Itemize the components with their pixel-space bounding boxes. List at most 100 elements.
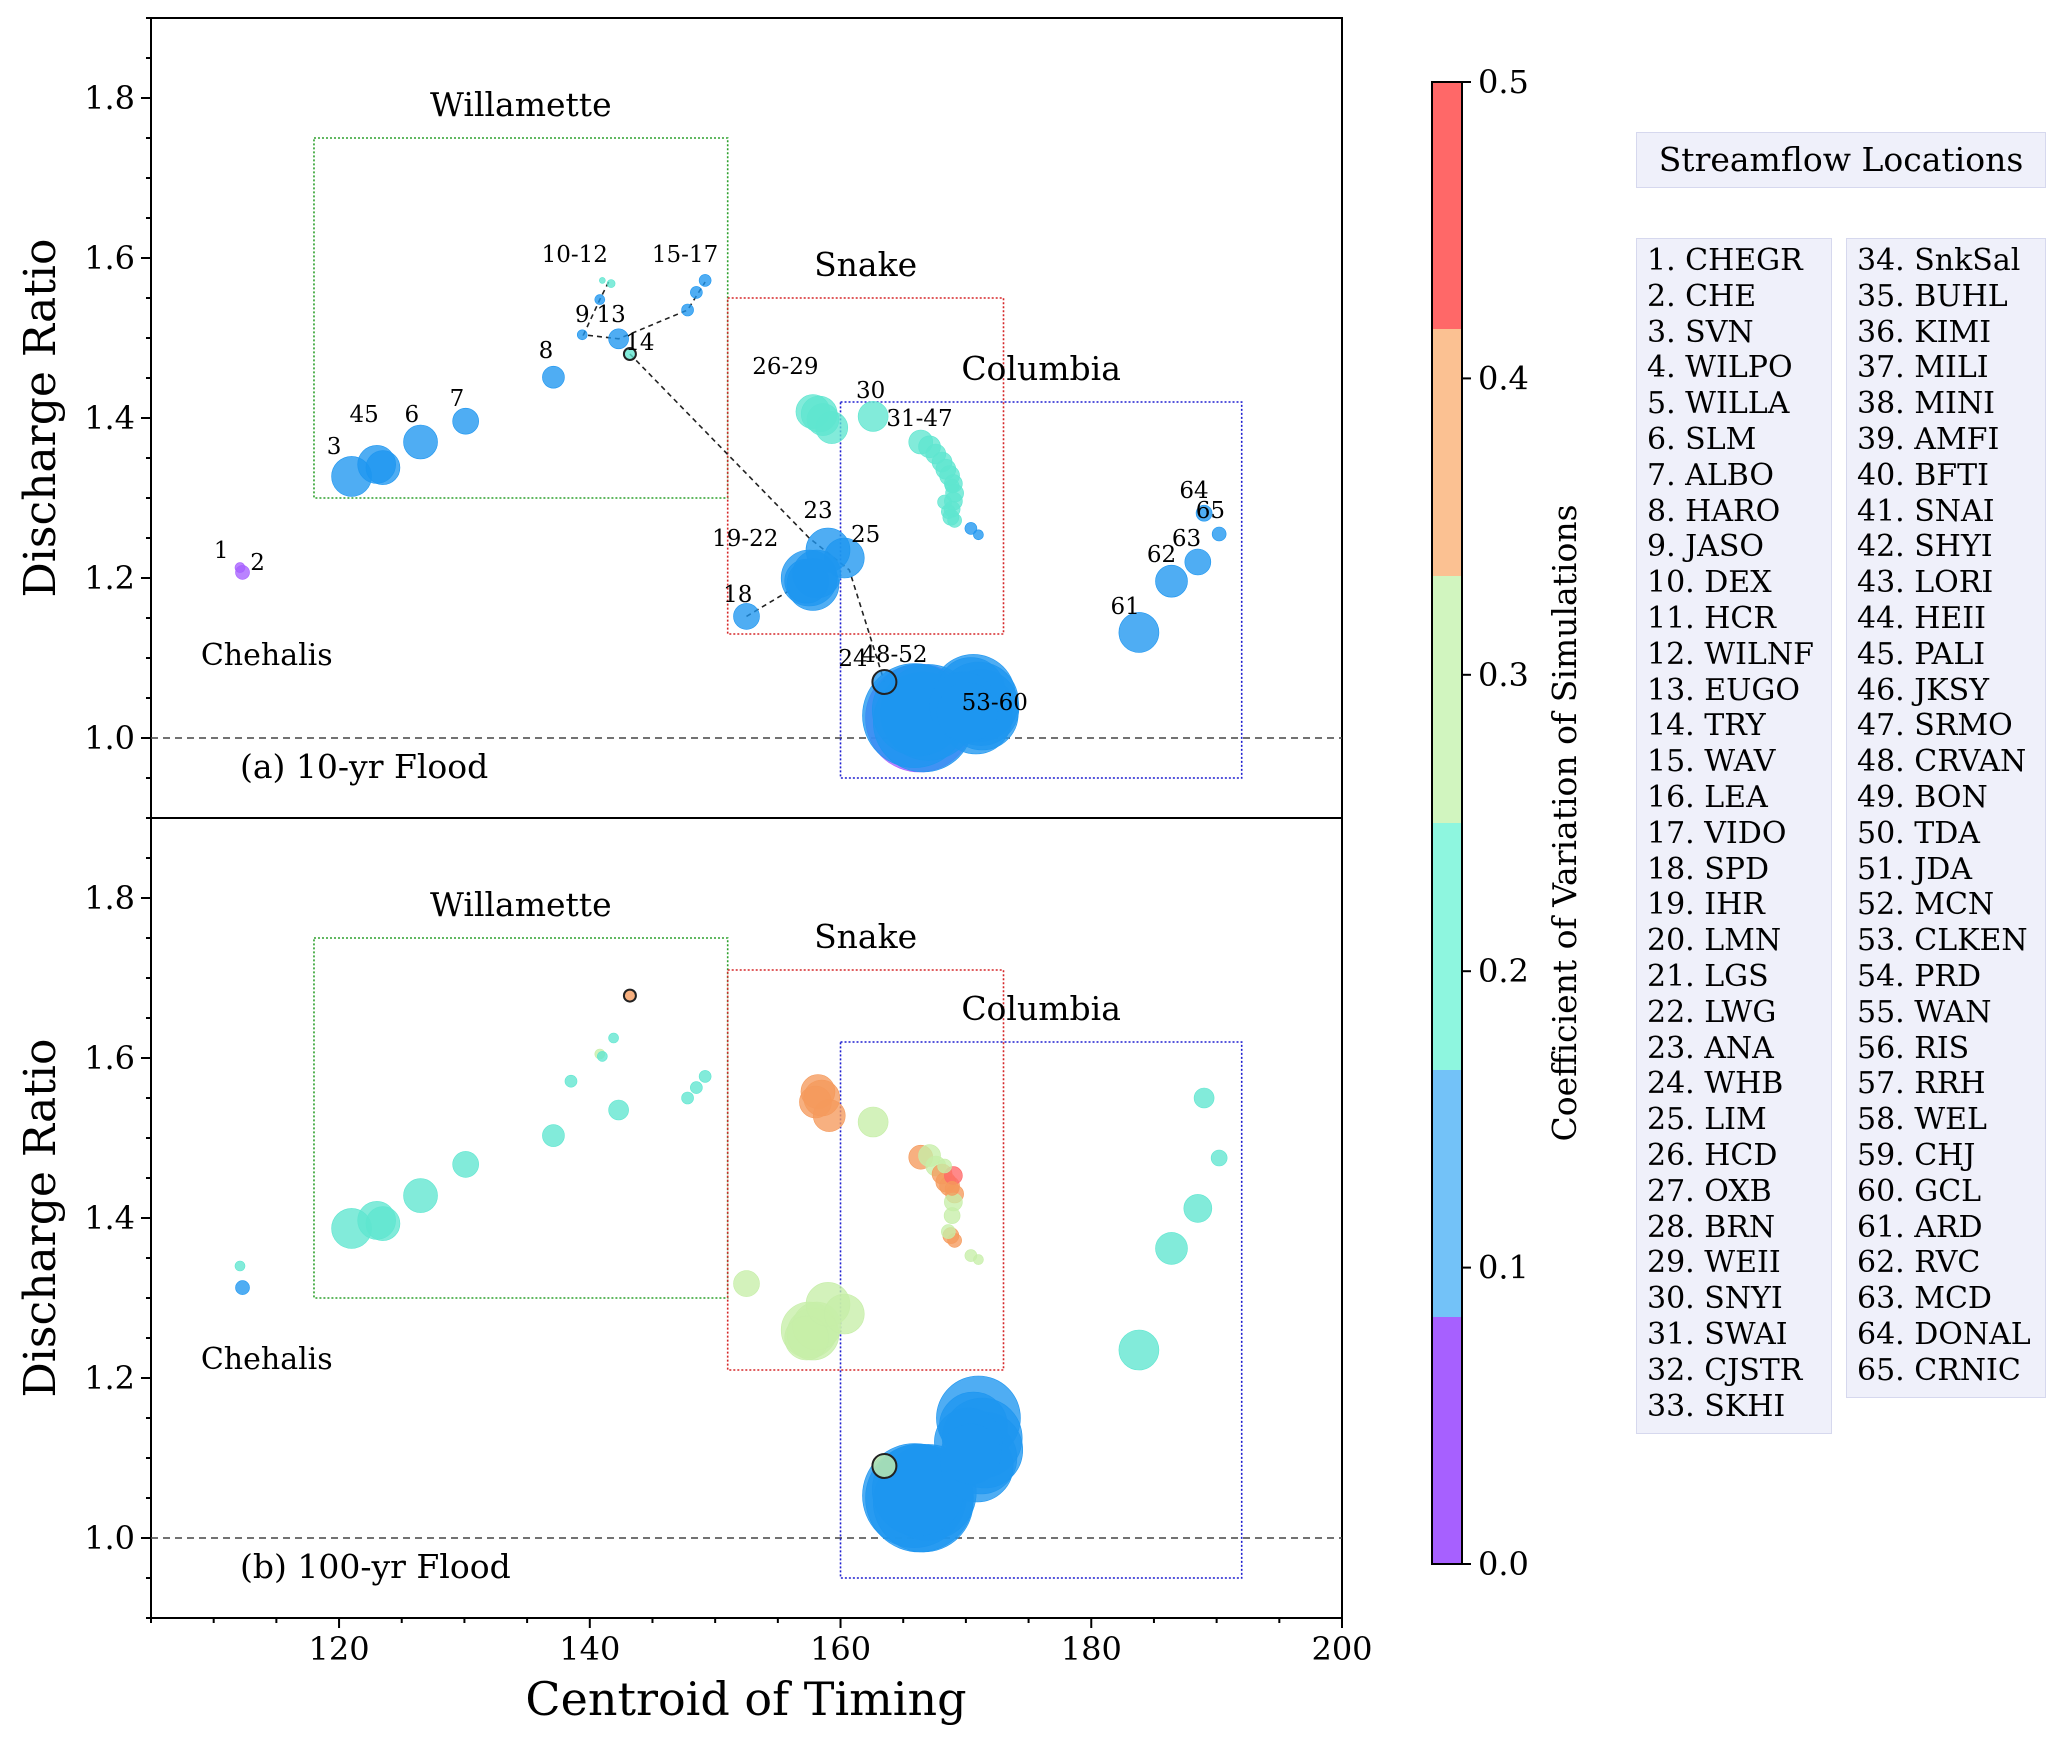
legend-column-left: 1. CHEGR 2. CHE 3. SVN 4. WILPO 5. WILLA 6. S… xyxy=(1636,238,1832,1434)
data-point-61 xyxy=(1118,1329,1160,1371)
point-label: 30 xyxy=(856,378,885,404)
legend-item: 59. CHJ xyxy=(1857,1137,1976,1173)
region-box xyxy=(313,937,729,1299)
region-label: Columbia xyxy=(961,349,1121,388)
y-axis-label: Discharge Ratio xyxy=(15,239,66,598)
colorbar-segment xyxy=(1432,1070,1462,1317)
legend-item: 25. LIM xyxy=(1647,1102,1767,1138)
data-point-25 xyxy=(823,1293,865,1335)
point-label: 19-22 xyxy=(712,526,778,552)
data-point-64 xyxy=(1193,1087,1215,1109)
legend-item: 22. LWG xyxy=(1647,994,1777,1030)
colorbar-tick-label: 0.5 xyxy=(1478,63,1529,101)
data-point-60 xyxy=(940,1423,1002,1485)
region-box xyxy=(839,1041,1243,1579)
legend-item: 27. OXB xyxy=(1647,1173,1772,1209)
data-point-10 xyxy=(599,277,606,284)
data-point-17 xyxy=(698,1070,712,1083)
legend-item: 50. TDA xyxy=(1857,815,1980,851)
legend-item: 7. ALBO xyxy=(1647,457,1774,493)
legend-item: 36. KIMI xyxy=(1857,314,1992,350)
region-label: Chehalis xyxy=(201,1342,333,1377)
legend-item: 46. JKSY xyxy=(1857,672,1990,708)
data-point-16 xyxy=(690,286,703,299)
legend-item: 31. SWAI xyxy=(1647,1316,1788,1352)
legend-item: 55. WAN xyxy=(1857,994,1992,1030)
legend-item: 24. WHB xyxy=(1647,1066,1784,1102)
legend-item: 57. RRH xyxy=(1857,1066,1986,1102)
legend-item: 61. ARD xyxy=(1857,1209,1983,1245)
legend-item: 23. ANA xyxy=(1647,1030,1774,1066)
data-point-25 xyxy=(823,537,865,579)
legend-item: 54. PRD xyxy=(1857,958,1982,994)
data-point-7 xyxy=(452,1151,479,1178)
colorbar-frame xyxy=(1431,81,1463,1565)
y-tick-label: 1.8 xyxy=(84,879,135,917)
legend-item: 43. LORI xyxy=(1857,565,1994,601)
colorbar-segment xyxy=(1432,576,1462,823)
legend-title: Streamflow Locations xyxy=(1636,132,2046,188)
data-point-63 xyxy=(1184,548,1212,576)
data-point-11 xyxy=(597,1051,608,1062)
legend-item: 9. JASO xyxy=(1647,529,1764,565)
data-point-8 xyxy=(542,1124,565,1147)
point-label: 63 xyxy=(1172,526,1201,552)
legend-item: 28. BRN xyxy=(1647,1209,1776,1245)
legend-item: 33. SKHI xyxy=(1647,1388,1786,1424)
data-point-46 xyxy=(964,522,978,535)
data-point-44 xyxy=(937,1158,952,1174)
legend-item: 64. DONAL xyxy=(1857,1316,2031,1352)
data-point-29 xyxy=(812,1099,846,1132)
point-label: 15-17 xyxy=(652,242,718,268)
panel-frame xyxy=(150,17,1343,819)
data-point-45 xyxy=(944,1181,960,1196)
legend-item: 49. BON xyxy=(1857,779,1988,815)
point-label: 26-29 xyxy=(752,354,818,380)
region-box xyxy=(313,137,729,499)
region-label: Chehalis xyxy=(201,638,333,673)
region-label: Willamette xyxy=(430,885,612,924)
legend-item: 29. WEII xyxy=(1647,1245,1781,1281)
data-point-13 xyxy=(608,1099,629,1121)
legend-item: 15. WAV xyxy=(1647,744,1776,780)
legend-item: 20. LMN xyxy=(1647,923,1782,959)
legend-item: 39. AMFI xyxy=(1857,421,2000,457)
legend-item: 42. SHYI xyxy=(1857,529,1993,565)
data-point-15 xyxy=(681,1091,694,1105)
legend-item: 30. SNYI xyxy=(1647,1281,1783,1317)
region-box xyxy=(726,297,1005,635)
y-tick-label: 1.0 xyxy=(84,1519,135,1557)
point-label: 48-52 xyxy=(861,642,927,668)
point-label: 8 xyxy=(539,338,554,364)
data-point-60 xyxy=(936,682,998,743)
point-label: 9 xyxy=(575,302,590,328)
data-point-65 xyxy=(1211,526,1227,542)
data-point-5 xyxy=(365,450,401,485)
colorbar-label: Coefficient of Variation of Simulations xyxy=(1545,504,1584,1141)
region-box xyxy=(726,969,1005,1371)
point-label: 18 xyxy=(723,582,752,608)
x-tick-label: 180 xyxy=(1061,1630,1122,1668)
data-point-62 xyxy=(1155,564,1188,598)
y-tick-label: 1.8 xyxy=(84,79,135,117)
legend-item: 52. MCN xyxy=(1857,887,1995,923)
legend-item: 53. CLKEN xyxy=(1857,923,2028,959)
legend-item: 56. RIS xyxy=(1857,1030,1970,1066)
legend-item: 32. CJSTR xyxy=(1647,1352,1803,1388)
colorbar-segment xyxy=(1432,329,1462,576)
y-tick-label: 1.4 xyxy=(84,1199,135,1237)
point-label: 24 xyxy=(838,646,867,672)
data-point-18 xyxy=(733,603,760,630)
connector-line xyxy=(629,353,886,683)
colorbar-segment xyxy=(1432,1317,1462,1564)
data-point-43 xyxy=(941,1224,956,1239)
x-tick-label: 120 xyxy=(309,1630,370,1668)
x-axis-label: Centroid of Timing xyxy=(525,1672,966,1726)
legend-item: 44. HEII xyxy=(1857,600,1987,636)
data-point-17 xyxy=(698,274,712,287)
legend-item: 16. LEA xyxy=(1647,779,1768,815)
point-label: 61 xyxy=(1110,594,1139,620)
panel-label: (a) 10-yr Flood xyxy=(240,747,488,786)
region-label: Columbia xyxy=(961,989,1121,1028)
